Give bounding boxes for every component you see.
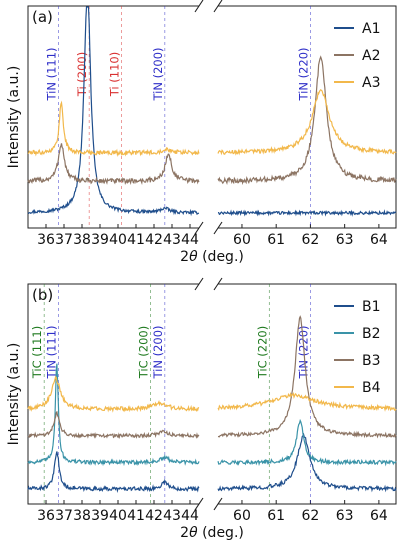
series-line-B2-right bbox=[217, 418, 397, 467]
axis-break-mark-top bbox=[194, 277, 204, 291]
x-tick-label: 64 bbox=[370, 232, 388, 248]
x-axis-label-prefix: 2 bbox=[180, 525, 189, 541]
reference-line-label: TiC (200) bbox=[136, 326, 150, 379]
legend-label: A2 bbox=[362, 48, 380, 64]
axis-break-mark-bottom bbox=[213, 221, 223, 235]
x-tick-label: 40 bbox=[109, 232, 127, 248]
axis-break-mark-top bbox=[213, 277, 223, 291]
series-line-A1-right bbox=[217, 209, 397, 217]
x-tick-label: 38 bbox=[73, 232, 91, 248]
axis-break-gap bbox=[199, 4, 218, 230]
reference-line-label: TiN (111) bbox=[45, 47, 59, 101]
legend-label: B4 bbox=[362, 380, 381, 396]
x-tick-label: 40 bbox=[109, 508, 127, 524]
x-axis-label-symbol: θ bbox=[189, 525, 198, 541]
x-tick-label: 63 bbox=[336, 232, 354, 248]
axis-break-mark-bottom bbox=[213, 497, 223, 511]
x-axis-label: 2θ (deg.) bbox=[180, 525, 244, 541]
reference-line-label: TiN (111) bbox=[45, 325, 59, 379]
reference-line-label: TiC (220) bbox=[255, 326, 269, 379]
reference-line-label: TiN (200) bbox=[151, 47, 165, 101]
y-axis-label: Intensity (a.u.) bbox=[6, 66, 22, 169]
x-axis-label: 2θ (deg.) bbox=[180, 249, 244, 265]
reference-line-label: Ti (200) bbox=[75, 52, 89, 97]
x-tick-label: 43 bbox=[163, 232, 181, 248]
series-line-B1-right bbox=[217, 432, 397, 493]
x-axis-label-prefix: 2 bbox=[180, 249, 189, 265]
x-axis-label-suffix: (deg.) bbox=[198, 525, 244, 541]
x-axis-label-suffix: (deg.) bbox=[198, 249, 244, 265]
legend-label: A3 bbox=[362, 75, 380, 91]
axis-break-gap bbox=[199, 282, 218, 506]
x-tick-label: 38 bbox=[73, 508, 91, 524]
x-tick-label: 37 bbox=[55, 232, 73, 248]
reference-line-label: TiN (220) bbox=[296, 325, 310, 379]
legend-label: B3 bbox=[362, 353, 381, 369]
legend-label: B2 bbox=[362, 326, 381, 342]
reference-line-label: Ti (110) bbox=[108, 52, 122, 97]
panel-a: 36 37 38 39 40 41 42 43 44 60 61 62 63 64 2θ (deg.) Int… bbox=[6, 0, 397, 265]
series-line-A1-left bbox=[27, 6, 200, 217]
series-line-A2-right bbox=[217, 55, 397, 186]
axis-break-mark-top bbox=[213, 0, 223, 13]
axis-break-mark-top bbox=[194, 0, 204, 13]
panel-label: (b) bbox=[32, 286, 53, 304]
x-tick-label: 63 bbox=[336, 508, 354, 524]
x-tick-label: 62 bbox=[302, 508, 320, 524]
series-line-A3-left bbox=[27, 100, 200, 157]
series-line-B3-right bbox=[217, 315, 397, 439]
series-line-B2-left bbox=[27, 363, 200, 467]
x-tick-label: 36 bbox=[37, 232, 55, 248]
reference-line-label: TiN (220) bbox=[296, 47, 310, 101]
x-tick-label: 42 bbox=[145, 232, 163, 248]
x-tick-label: 61 bbox=[267, 232, 285, 248]
series-line-B3-left bbox=[27, 410, 200, 440]
x-tick-label: 39 bbox=[91, 232, 109, 248]
series-line-A3-right bbox=[217, 88, 397, 156]
series-line-B4-right bbox=[217, 392, 397, 412]
x-tick-label: 60 bbox=[233, 508, 251, 524]
x-tick-label: 60 bbox=[233, 232, 251, 248]
x-tick-label: 41 bbox=[127, 508, 145, 524]
series-line-B4-left bbox=[27, 375, 200, 413]
x-axis-label-symbol: θ bbox=[189, 249, 198, 265]
legend-label: A1 bbox=[362, 21, 380, 37]
x-tick-label: 64 bbox=[370, 508, 388, 524]
series-line-B1-left bbox=[27, 451, 200, 493]
panel-b: 36 37 38 39 40 41 42 43 44 60 61 62 63 64 2θ (deg.) Int… bbox=[6, 277, 397, 541]
x-tick-label: 39 bbox=[91, 508, 109, 524]
series-line-A2-left bbox=[27, 143, 200, 186]
x-tick-label: 42 bbox=[145, 508, 163, 524]
x-tick-label: 41 bbox=[127, 232, 145, 248]
x-tick-label: 62 bbox=[302, 232, 320, 248]
axis-break-mark-bottom bbox=[194, 497, 204, 511]
x-tick-label: 44 bbox=[181, 508, 199, 524]
x-tick-label: 43 bbox=[163, 508, 181, 524]
y-axis-label: Intensity (a.u.) bbox=[6, 343, 22, 446]
legend-label: B1 bbox=[362, 299, 381, 315]
reference-line-label: TiC (111) bbox=[30, 326, 44, 379]
x-tick-label: 36 bbox=[37, 508, 55, 524]
x-tick-label: 61 bbox=[267, 508, 285, 524]
axis-break-mark-bottom bbox=[194, 221, 204, 235]
x-tick-label: 44 bbox=[181, 232, 199, 248]
x-tick-label: 37 bbox=[55, 508, 73, 524]
panel-label: (a) bbox=[32, 8, 53, 26]
reference-line-label: TiN (200) bbox=[151, 325, 165, 379]
